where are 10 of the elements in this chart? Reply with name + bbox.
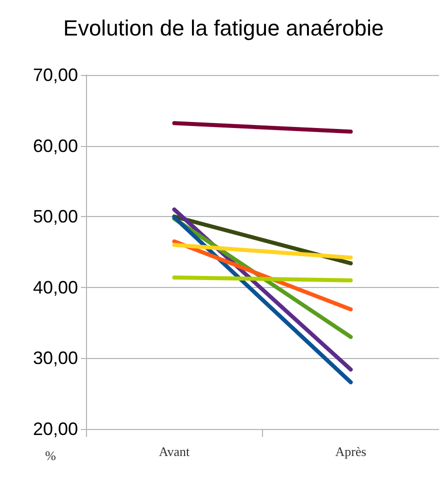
y-tick-label: 20,00: [32, 419, 78, 439]
y-tick-label: 30,00: [32, 348, 78, 368]
y-tick-label: 70,00: [32, 65, 78, 85]
x-tick-label: Avant: [158, 444, 190, 459]
y-tick-label: 40,00: [32, 277, 78, 298]
y-tick-label: 60,00: [32, 136, 78, 156]
y-tick-label: 50,00: [32, 206, 78, 227]
chart-title: Evolution de la fatigue anaérobie: [63, 16, 384, 40]
x-tick-label: Après: [335, 444, 366, 459]
y-axis-title: %: [45, 448, 56, 463]
